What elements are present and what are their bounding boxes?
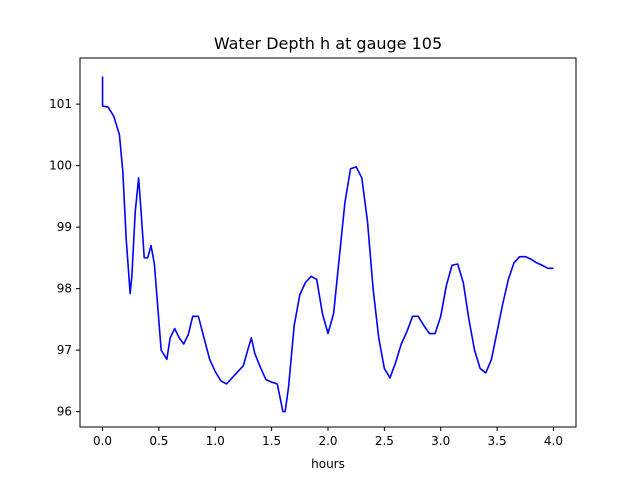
y-tick-label: 101: [49, 97, 72, 111]
x-axis-label: hours: [311, 457, 345, 471]
y-axis-ticks: 96 97 98 99 100 101: [49, 97, 80, 419]
x-tick-label: 1.5: [262, 434, 281, 448]
y-tick-label: 100: [49, 159, 72, 173]
x-tick-label: 2.5: [375, 434, 394, 448]
y-tick-label: 99: [57, 220, 72, 234]
x-tick-label: 4.0: [544, 434, 563, 448]
x-tick-label: 3.0: [431, 434, 450, 448]
y-tick-label: 98: [57, 282, 72, 296]
x-tick-label: 1.0: [206, 434, 225, 448]
x-axis-ticks: 0.0 0.5 1.0 1.5 2.0 2.5 3.0 3.5 4.0: [93, 427, 563, 448]
y-tick-label: 96: [57, 405, 72, 419]
chart-title: Water Depth h at gauge 105: [214, 34, 442, 53]
series-line-water-depth: [101, 76, 554, 413]
x-tick-label: 0.5: [149, 434, 168, 448]
x-tick-label: 0.0: [93, 434, 112, 448]
x-tick-label: 3.5: [488, 434, 507, 448]
y-tick-label: 97: [57, 343, 72, 357]
x-tick-label: 2.0: [318, 434, 337, 448]
plot-area: [79, 57, 577, 428]
